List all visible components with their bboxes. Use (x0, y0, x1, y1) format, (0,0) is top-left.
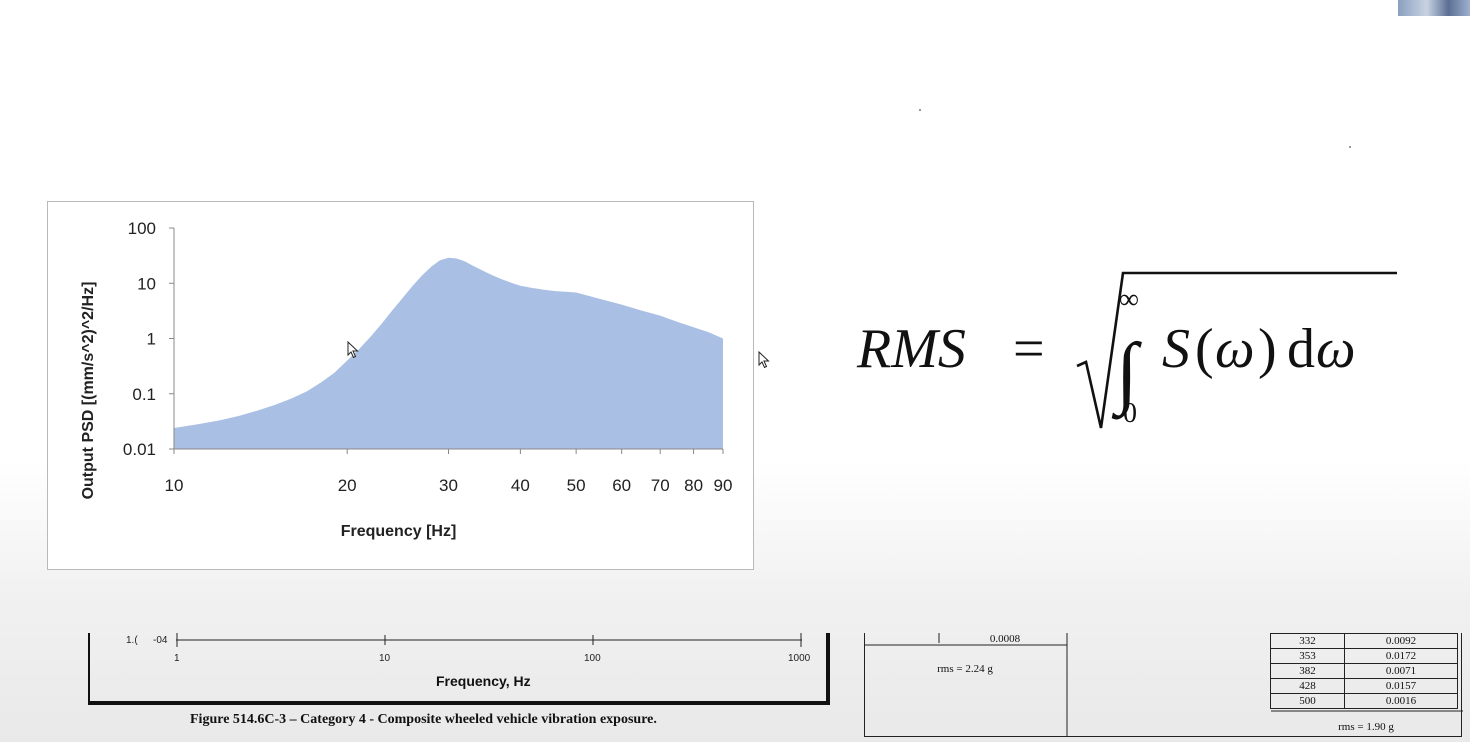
bl-y-tick-label-right: -04 (153, 635, 168, 646)
participant-video-thumbnail (1398, 0, 1470, 16)
bottom-left-figure: 1.( -04 1 10 100 1000 Frequency, Hz (88, 633, 830, 705)
mouse-cursor-icon (347, 341, 359, 359)
x-tick-label: 40 (511, 476, 530, 495)
rms-formula: RMS = ∞ ∫ 0 S ( ω ) d ω (855, 270, 1415, 440)
dust-speck (1349, 146, 1351, 148)
psd-cell: 0.0071 (1344, 663, 1458, 679)
formula-equals: = (1013, 318, 1045, 380)
freq-cell: 428 (1270, 678, 1345, 694)
table-row: 382 0.0071 (1270, 663, 1458, 679)
formula-lower-limit: 0 (1123, 398, 1137, 429)
figure-caption: Figure 514.6C-3 – Category 4 - Composite… (190, 712, 657, 727)
formula-upper-limit: ∞ (1119, 284, 1139, 315)
square-root-icon (1076, 271, 1397, 429)
x-tick-label: 30 (439, 476, 458, 495)
br-grid-lines (865, 633, 1463, 737)
table-row: 332 0.0092 (1270, 633, 1458, 649)
bl-y-tick-label-left: 1.( (126, 635, 138, 646)
bottom-left-axis (176, 633, 802, 647)
integral-sign-icon: ∫ (1111, 328, 1143, 420)
br-left-rms: rms = 2.24 g (937, 663, 993, 675)
y-tick-label: 0.01 (123, 440, 156, 459)
x-tick-label: 90 (714, 476, 733, 495)
bl-x-tick-label: 100 (584, 653, 601, 664)
formula-close-paren: ) (1258, 318, 1277, 380)
bl-x-tick-label: 1 (174, 653, 180, 664)
y-tick-label: 10 (137, 274, 156, 293)
formula-differential: d (1287, 318, 1315, 380)
x-tick-label: 20 (338, 476, 357, 495)
x-axis-title: Frequency [Hz] (341, 523, 457, 540)
bl-x-tick-label: 1000 (788, 653, 811, 664)
y-tick-label: 1 (147, 330, 156, 349)
x-tick-label: 50 (567, 476, 586, 495)
formula-integrand-variable: ω (1215, 318, 1255, 380)
table-row: 500 0.0016 (1270, 693, 1458, 709)
psd-area-series (174, 257, 723, 449)
table-row: 353 0.0172 (1270, 648, 1458, 664)
psd-cell: 0.0016 (1344, 693, 1458, 709)
formula-lhs: RMS (856, 318, 966, 380)
freq-cell: 382 (1270, 663, 1345, 679)
br-right-rms: rms = 1.90 g (1338, 721, 1394, 733)
br-psd-table: 332 0.0092 353 0.0172 382 0.0071 428 0.0157 500 0… (1270, 633, 1458, 709)
formula-integrand-function: S (1162, 318, 1190, 380)
table-row: 428 0.0157 (1270, 678, 1458, 694)
x-tick-label: 60 (612, 476, 631, 495)
psd-chart: 100 10 1 0.1 0.01 10 20 30 40 50 60 70 80 90 Frequen… (80, 219, 733, 540)
psd-cell: 0.0172 (1344, 648, 1458, 664)
y-tick-label: 100 (128, 219, 156, 238)
freq-cell: 332 (1270, 633, 1345, 649)
dust-speck (919, 109, 921, 111)
bl-x-tick-label: 10 (379, 653, 391, 664)
freq-cell: 353 (1270, 648, 1345, 664)
x-tick-label: 70 (651, 476, 670, 495)
bottom-right-table-figure: 0.0008 rms = 2.24 g 332 0.0092 353 0.0172 38… (864, 633, 1463, 737)
psd-cell: 0.0092 (1344, 633, 1458, 649)
x-tick-label: 80 (684, 476, 703, 495)
y-axis-title: Output PSD [(mm/s^2)^2/Hz] (80, 282, 97, 500)
x-tick-label: 10 (165, 476, 184, 495)
freq-cell: 500 (1270, 693, 1345, 709)
psd-cell: 0.0157 (1344, 678, 1458, 694)
formula-differential-variable: ω (1316, 318, 1356, 380)
psd-chart-panel: 100 10 1 0.1 0.01 10 20 30 40 50 60 70 80 90 Frequen… (47, 201, 754, 570)
y-tick-label: 0.1 (132, 385, 156, 404)
mouse-cursor-icon (758, 351, 770, 369)
bl-x-axis-title: Frequency, Hz (436, 673, 531, 689)
formula-open-paren: ( (1195, 318, 1214, 380)
br-left-value: 0.0008 (989, 633, 1021, 645)
